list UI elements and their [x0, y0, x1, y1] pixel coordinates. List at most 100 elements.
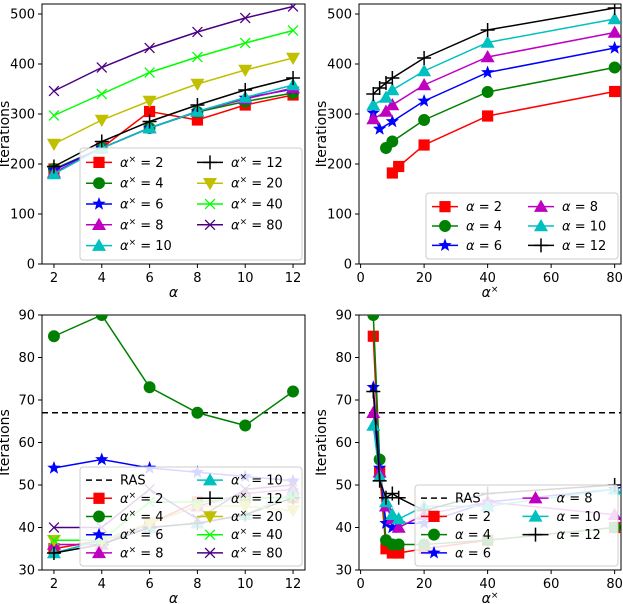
- data-point: [481, 65, 495, 79]
- x-tick-label: 6: [145, 577, 153, 592]
- series-2: [380, 61, 621, 154]
- data-point: [46, 159, 61, 174]
- legend-label: α = 6: [466, 239, 502, 254]
- data-point: [96, 88, 108, 100]
- y-tick-label: 50: [335, 479, 352, 494]
- legend-label: α = 6: [455, 546, 491, 561]
- y-axis-label: Iterations: [0, 409, 13, 476]
- data-point: [142, 114, 157, 129]
- legend-entry: α = 6: [432, 238, 502, 254]
- y-axis-label: Iterations: [0, 101, 13, 168]
- x-tick-label: 2: [50, 577, 58, 592]
- chart-panel-3: 2 4 6 8 10 12 30 40 50 60 70 80 90 α Iterations RAS α× =…: [0, 309, 306, 604]
- series-line: [53, 5, 294, 92]
- legend: α = 2 α = 4 α = 6 α = 8 α = 10 α = 12: [425, 192, 619, 260]
- legend-label: α = 4: [455, 528, 491, 543]
- legend-entry: α× = 80: [197, 545, 283, 561]
- legend-marker: [439, 201, 451, 213]
- data-point: [190, 78, 205, 91]
- data-point: [366, 405, 381, 418]
- legend-marker: [93, 156, 105, 168]
- series-8: [48, 25, 299, 121]
- data-point: [367, 330, 379, 342]
- x-tick-label: 8: [193, 271, 201, 286]
- data-point: [480, 23, 495, 37]
- data-point: [143, 381, 156, 394]
- data-point: [608, 61, 621, 74]
- legend-entry: α = 8: [528, 199, 598, 215]
- legend-marker: [93, 510, 105, 523]
- legend-label: α = 2: [466, 200, 502, 215]
- legend-entry: α = 12: [528, 238, 606, 254]
- legend-label: α = 8: [557, 492, 593, 507]
- data-point: [366, 87, 381, 101]
- data-point: [46, 138, 61, 151]
- legend-label: α× = 10: [231, 473, 283, 489]
- y-axis-label: Iterations: [314, 409, 330, 476]
- data-point: [191, 114, 204, 126]
- y-tick-label: 70: [335, 394, 352, 409]
- x-tick-label: 6: [145, 271, 153, 286]
- data-point: [607, 25, 621, 38]
- legend-marker: [92, 238, 106, 251]
- legend-label: α× = 80: [231, 217, 283, 233]
- data-point: [417, 78, 432, 91]
- y-tick-label: 50: [18, 479, 35, 494]
- series-7: [46, 52, 301, 151]
- y-tick-label: 400: [10, 58, 35, 73]
- y-tick-label: 70: [18, 394, 35, 409]
- legend-label: α× = 8: [120, 545, 164, 561]
- x-tick-label: 2: [50, 271, 58, 286]
- legend-label: α× = 10: [120, 238, 172, 254]
- legend-label: α× = 12: [231, 491, 283, 507]
- y-tick-label: 80: [18, 351, 35, 366]
- data-point: [94, 114, 109, 127]
- legend-label: RAS: [120, 474, 146, 489]
- data-point: [46, 546, 61, 560]
- series-line: [53, 29, 294, 117]
- legend-marker: [203, 177, 217, 191]
- legend-entry: α× = 10: [197, 473, 283, 489]
- data-point: [286, 52, 301, 65]
- data-point: [238, 64, 253, 77]
- data-point: [482, 110, 494, 122]
- x-tick-label: 12: [285, 577, 302, 592]
- legend-label: RAS: [455, 492, 481, 507]
- legend-box: [414, 484, 619, 567]
- data-point: [386, 167, 398, 179]
- series-6: [46, 71, 301, 174]
- y-tick-label: 40: [18, 521, 35, 536]
- x-tick-label: 40: [479, 577, 496, 592]
- data-point: [379, 516, 393, 529]
- legend-marker: [203, 473, 217, 486]
- legend-marker: [427, 545, 441, 559]
- legend-label: α = 8: [562, 200, 598, 215]
- legend-entry: α = 6: [421, 545, 491, 561]
- series-4: [366, 25, 621, 125]
- y-tick-label: 300: [10, 108, 35, 123]
- data-point: [385, 71, 400, 85]
- data-point: [607, 4, 621, 15]
- series-line: [385, 66, 615, 149]
- x-tick-label: 0: [356, 271, 364, 286]
- legend-marker: [528, 509, 543, 522]
- data-point: [378, 104, 393, 117]
- legend-marker: [204, 547, 216, 559]
- data-point: [609, 85, 621, 98]
- data-point: [144, 42, 155, 54]
- data-point: [287, 25, 299, 36]
- legend-label: α× = 80: [231, 545, 283, 561]
- y-axis-label: Iterations: [314, 101, 330, 168]
- data-point: [239, 419, 252, 432]
- x-axis-label: α: [169, 591, 179, 604]
- y-tick-label: 300: [327, 108, 352, 123]
- legend-label: α× = 8: [120, 217, 164, 233]
- x-tick-label: 80: [606, 577, 623, 592]
- legend-label: α× = 40: [231, 197, 283, 213]
- y-tick-label: 200: [10, 158, 35, 173]
- x-tick-label: 0: [356, 577, 364, 592]
- x-tick-label: 10: [237, 271, 254, 286]
- legend-marker: [92, 545, 106, 559]
- data-point: [48, 110, 60, 121]
- data-point: [192, 51, 203, 63]
